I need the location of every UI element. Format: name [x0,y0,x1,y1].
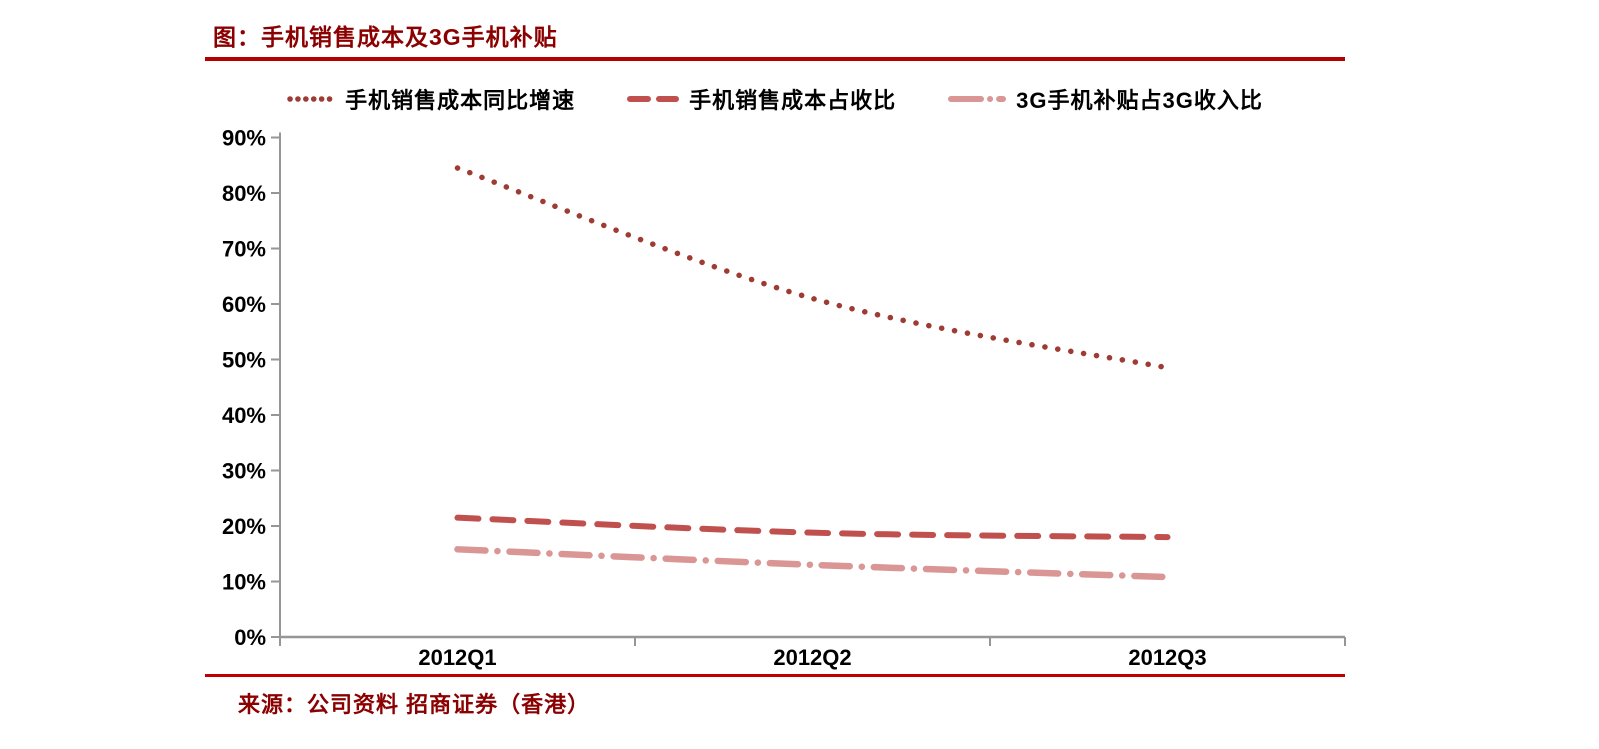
legend-item-2: 3G手机补贴占3G收入比 [948,83,1263,115]
series-lines [454,165,1171,581]
y-tick-label: 80% [222,181,266,206]
axis-labels: 0% 10% 20% 30% 40% 50% 60% 70% 80% 90% 2012Q1 2012Q… [222,126,1207,671]
chart-title: 图：手机销售成本及3G手机补贴 [213,24,558,50]
legend-label: 手机销售成本占收比 [689,88,897,113]
x-tick-label: 2012Q2 [773,645,851,670]
y-tick-label: 70% [222,237,266,262]
legend-line-sample-icon [287,96,335,102]
title-rule [205,57,1345,61]
series-line-2 [454,546,1171,581]
chart-legend: 手机销售成本同比增速 手机销售成本占收比 3G手机补贴占3G收入比 [205,82,1345,116]
y-tick-label: 20% [222,514,266,539]
legend-line-sample-icon [627,96,680,102]
source-rule [205,674,1345,677]
x-tick-label: 2012Q1 [418,645,496,670]
legend-label: 手机销售成本同比增速 [345,88,576,113]
y-tick-label: 60% [222,292,266,317]
x-tick-label: 2012Q3 [1128,645,1206,670]
source-text: 来源：公司资料 招商证券（香港） [238,692,591,717]
y-tick-label: 30% [222,459,266,484]
legend-line-sample-icon [948,96,1007,102]
legend-item-1: 手机销售成本占收比 [627,83,896,115]
axes [271,132,1346,646]
y-tick-label: 0% [234,625,266,650]
y-tick-label: 10% [222,570,266,595]
legend-item-0: 手机销售成本同比增速 [287,83,575,115]
series-line-1 [454,514,1171,541]
y-tick-label: 50% [222,348,266,373]
y-tick-label: 90% [222,126,266,151]
legend-label: 3G手机补贴占3G收入比 [1016,88,1263,113]
series-line-0 [454,165,1171,371]
y-tick-label: 40% [222,403,266,428]
